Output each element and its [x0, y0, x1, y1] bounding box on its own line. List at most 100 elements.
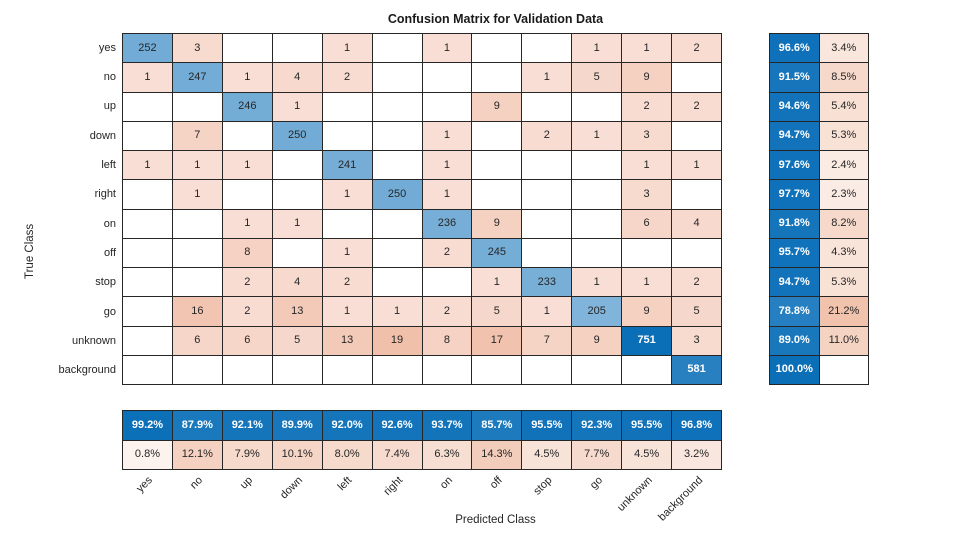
matrix-cell: 6 [622, 209, 673, 239]
matrix-cell: 8 [422, 326, 473, 356]
matrix-cell: 5 [672, 297, 722, 327]
col-label: no [187, 474, 205, 492]
matrix-cell [472, 151, 523, 181]
matrix-cell: 2 [672, 34, 722, 64]
matrix-cell: 252 [123, 34, 173, 64]
column-summary-cell: 96.8% [672, 411, 722, 441]
matrix-cell [123, 297, 173, 327]
column-summary-cell: 99.2% [123, 411, 173, 441]
matrix-cell: 1 [422, 121, 473, 151]
matrix-cell [172, 92, 223, 122]
matrix-cell [522, 34, 573, 64]
column-summary-cell: 12.1% [172, 440, 223, 470]
matrix-cell: 1 [172, 151, 223, 181]
matrix-cell [123, 355, 173, 385]
matrix-cell [522, 209, 573, 239]
matrix-cell [172, 238, 223, 268]
col-label: stop [531, 474, 555, 498]
row-label: right [94, 188, 116, 201]
column-summary-cell: 6.3% [422, 440, 473, 470]
matrix-cell: 9 [472, 209, 523, 239]
matrix-cell [522, 238, 573, 268]
matrix-cell [372, 92, 423, 122]
matrix-cell: 1 [572, 268, 623, 298]
matrix-cell: 1 [622, 34, 673, 64]
matrix-cell: 1 [622, 151, 673, 181]
matrix-cell: 2 [422, 297, 473, 327]
matrix-cell [422, 63, 473, 93]
matrix-cell: 2 [222, 297, 273, 327]
column-summary-cell: 89.9% [272, 411, 323, 441]
row-summary-cell: 94.7% [770, 121, 820, 151]
column-summary-cell: 3.2% [672, 440, 722, 470]
matrix-cell [672, 238, 722, 268]
matrix-cell: 247 [172, 63, 223, 93]
row-summary-cell: 78.8% [770, 297, 820, 327]
matrix-cell: 245 [472, 238, 523, 268]
col-label: on [437, 474, 455, 492]
matrix-cell: 1 [572, 121, 623, 151]
matrix-cell [472, 63, 523, 93]
matrix-cell: 1 [272, 92, 323, 122]
row-summary-cell: 91.8% [770, 209, 820, 239]
row-summary-cell: 4.3% [819, 238, 869, 268]
row-label: left [101, 158, 116, 171]
matrix-cell [472, 34, 523, 64]
matrix-cell [123, 92, 173, 122]
matrix-cell [572, 355, 623, 385]
matrix-cell: 4 [672, 209, 722, 239]
matrix-cell: 13 [272, 297, 323, 327]
matrix-cell [472, 180, 523, 210]
row-summary-cell: 2.4% [819, 151, 869, 181]
column-summary-cell: 7.7% [572, 440, 623, 470]
matrix-cell: 1 [622, 268, 673, 298]
col-label: off [487, 474, 505, 492]
matrix-cell: 1 [322, 297, 373, 327]
matrix-cell: 7 [172, 121, 223, 151]
matrix-cell: 1 [222, 151, 273, 181]
row-summary-cell: 97.7% [770, 180, 820, 210]
matrix-cell [272, 238, 323, 268]
matrix-cell: 1 [572, 34, 623, 64]
matrix-cell [123, 268, 173, 298]
matrix-cell [372, 268, 423, 298]
matrix-cell: 233 [522, 268, 573, 298]
matrix-cell [322, 355, 373, 385]
row-summary-cell: 97.6% [770, 151, 820, 181]
matrix-cell [622, 238, 673, 268]
matrix-cell: 9 [472, 92, 523, 122]
matrix-cell [172, 268, 223, 298]
matrix-cell: 9 [622, 297, 673, 327]
row-summary-cell: 8.2% [819, 209, 869, 239]
matrix-cell: 2 [522, 121, 573, 151]
matrix-cell: 3 [622, 180, 673, 210]
matrix-cell: 1 [672, 151, 722, 181]
matrix-cell: 1 [522, 297, 573, 327]
matrix-cell [372, 63, 423, 93]
column-summary-cell: 93.7% [422, 411, 473, 441]
column-summary-cell: 87.9% [172, 411, 223, 441]
matrix-cell: 2 [622, 92, 673, 122]
matrix-cell [322, 209, 373, 239]
row-summary-cell: 5.3% [819, 268, 869, 298]
matrix-cell: 581 [672, 355, 722, 385]
matrix-cell [123, 238, 173, 268]
matrix-cell: 16 [172, 297, 223, 327]
matrix-cell [672, 63, 722, 93]
column-summary-cell: 4.5% [622, 440, 673, 470]
matrix-cell: 6 [172, 326, 223, 356]
row-summary-cell: 5.3% [819, 121, 869, 151]
column-summary-cell: 92.6% [372, 411, 423, 441]
matrix-cell [572, 151, 623, 181]
row-summary-cell: 8.5% [819, 63, 869, 93]
matrix-cell [572, 238, 623, 268]
matrix-cell: 241 [322, 151, 373, 181]
matrix-cell [572, 92, 623, 122]
column-summary-cell: 14.3% [472, 440, 523, 470]
x-axis-label: Predicted Class [455, 514, 536, 526]
matrix-cell: 2 [222, 268, 273, 298]
matrix-cell: 5 [272, 326, 323, 356]
row-label: on [103, 217, 116, 230]
matrix-cell [272, 180, 323, 210]
